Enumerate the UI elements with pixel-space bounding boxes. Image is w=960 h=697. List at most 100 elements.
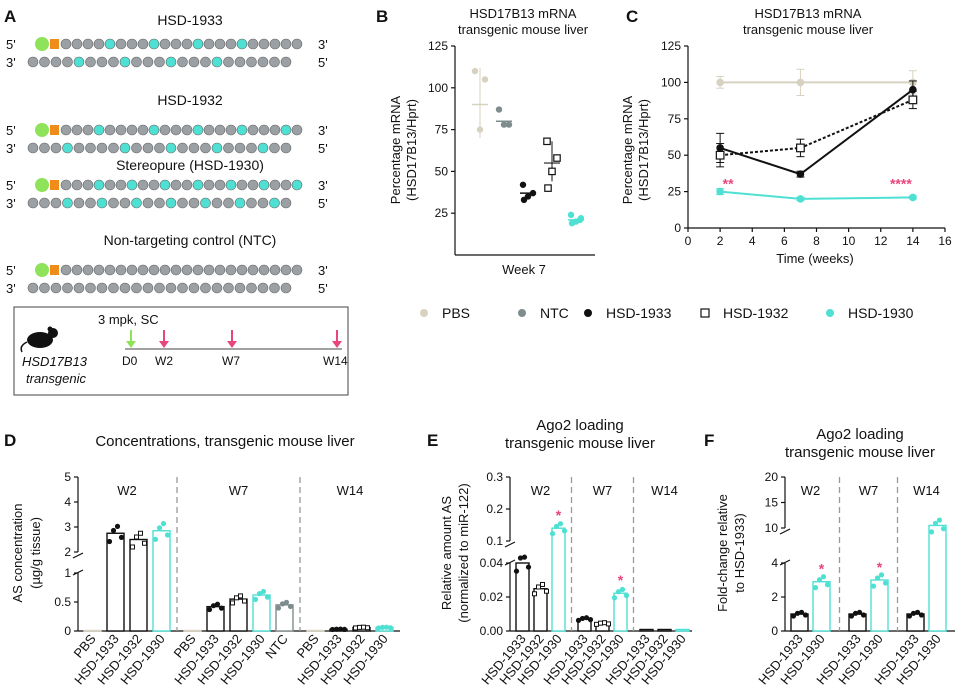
- y-tick-label: 125: [661, 39, 681, 53]
- nucleotide: [27, 56, 39, 68]
- nucleotide: [234, 56, 246, 68]
- x-tick-label: 4: [749, 234, 756, 248]
- strand-3prime: 3': [6, 281, 16, 296]
- timeline-w7: W7: [222, 354, 240, 368]
- group-label: W2: [117, 483, 137, 498]
- nucleotide: [159, 264, 171, 276]
- data-point: [206, 606, 213, 613]
- data-point: [361, 624, 366, 630]
- chart-b-ylabel: Percentage mRNA: [388, 95, 403, 204]
- construct-title: HSD-1932: [157, 92, 223, 108]
- nucleotide: [142, 197, 154, 209]
- nucleotide: [177, 142, 188, 154]
- strand-5prime: 5': [6, 123, 16, 138]
- data-point: [598, 620, 603, 626]
- bar-hsd-1930: [870, 579, 889, 632]
- nucleotide: [104, 124, 116, 136]
- chart-d-ylabel: AS concentration: [10, 503, 25, 602]
- data-point: [152, 536, 159, 542]
- data-point: [848, 613, 855, 619]
- nucleotide: [214, 179, 226, 191]
- data-point: [525, 564, 532, 570]
- data-point: [532, 591, 537, 597]
- chart-c-title: HSD17B13 mRNA: [755, 6, 862, 21]
- y-tick-label: 4: [64, 495, 71, 509]
- x-tick-label: 12: [874, 234, 888, 248]
- data-point: [548, 167, 556, 176]
- nucleotide: [280, 142, 292, 154]
- nucleotide: [39, 142, 50, 154]
- x-tick-label: 14: [906, 234, 920, 248]
- data-point: [379, 624, 386, 630]
- nucleotide: [170, 124, 182, 136]
- chart-b-xlabel: Week 7: [502, 262, 546, 277]
- legend-label: NTC: [540, 305, 569, 321]
- data-point: [820, 574, 827, 580]
- strand-5prime: 5': [318, 55, 328, 70]
- nucleotide: [82, 124, 94, 136]
- data-point: [602, 620, 607, 626]
- data-point: [860, 612, 867, 618]
- y-tick-label: 125: [428, 39, 448, 53]
- data-point: [796, 143, 805, 153]
- chart-e-title: Ago2 loading: [536, 417, 624, 434]
- data-point: [796, 170, 805, 178]
- strand-5prime: 5': [6, 37, 16, 52]
- arrow-w7-icon: [227, 330, 237, 348]
- nucleotide: [159, 38, 171, 50]
- nucleotide: [214, 38, 226, 50]
- chart-c-subtitle: transgenic mouse liver: [743, 22, 874, 37]
- mouse-label-2: transgenic: [26, 371, 86, 386]
- nucleotide: [257, 197, 269, 209]
- strand-5prime: 5': [318, 141, 328, 156]
- data-point: [543, 137, 551, 146]
- data-point: [242, 598, 247, 604]
- nucleotide: [82, 264, 94, 276]
- significance-marker: *: [819, 561, 825, 577]
- nucleotide: [192, 38, 204, 50]
- nucleotide: [119, 282, 131, 294]
- nucleotide: [223, 282, 234, 294]
- nucleotide: [131, 142, 142, 154]
- data-point: [519, 181, 527, 188]
- nucleotide: [269, 179, 281, 191]
- bar-pbs: [83, 629, 102, 632]
- series-line-hsd-1930: [720, 190, 913, 200]
- x-tick-label: 10: [842, 234, 856, 248]
- y-tick-label: 10: [765, 521, 779, 535]
- y-tick-label: 0.04: [480, 556, 504, 570]
- nucleotide: [246, 282, 257, 294]
- nucleotide: [247, 179, 259, 191]
- nucleotide: [280, 197, 292, 209]
- nucleotide: [269, 197, 280, 209]
- bar-hsd-1933: [639, 628, 654, 632]
- x-tick-label: NTC: [262, 631, 291, 661]
- data-point: [936, 517, 943, 523]
- nucleotide: [93, 38, 105, 50]
- data-point: [264, 594, 271, 600]
- nucleotide: [126, 264, 138, 276]
- nucleotide: [73, 56, 85, 68]
- nucleotide: [60, 124, 72, 136]
- data-point: [520, 196, 528, 204]
- galnac-ligand-icon: [35, 123, 49, 137]
- nucleotide: [50, 282, 62, 294]
- nucleotide: [200, 56, 211, 68]
- nucleotide: [104, 264, 116, 276]
- data-point: [544, 588, 549, 594]
- chart-c-xlabel: Time (weeks): [776, 251, 854, 266]
- data-point: [130, 544, 135, 550]
- nucleotide: [85, 56, 96, 68]
- data-point: [138, 530, 143, 536]
- bar-hsd-1930: [551, 527, 566, 632]
- chart-d-ylabel2: (µg/g tissue): [28, 517, 43, 589]
- nucleotide: [246, 142, 257, 154]
- x-tick-label: 0: [685, 234, 692, 248]
- panel-label-b: B: [376, 7, 388, 26]
- y-tick-label: 4: [771, 556, 778, 570]
- y-tick-label: 50: [435, 164, 449, 178]
- nucleotide: [154, 197, 165, 209]
- data-point: [214, 601, 221, 607]
- data-point: [114, 523, 121, 529]
- data-point: [230, 600, 235, 606]
